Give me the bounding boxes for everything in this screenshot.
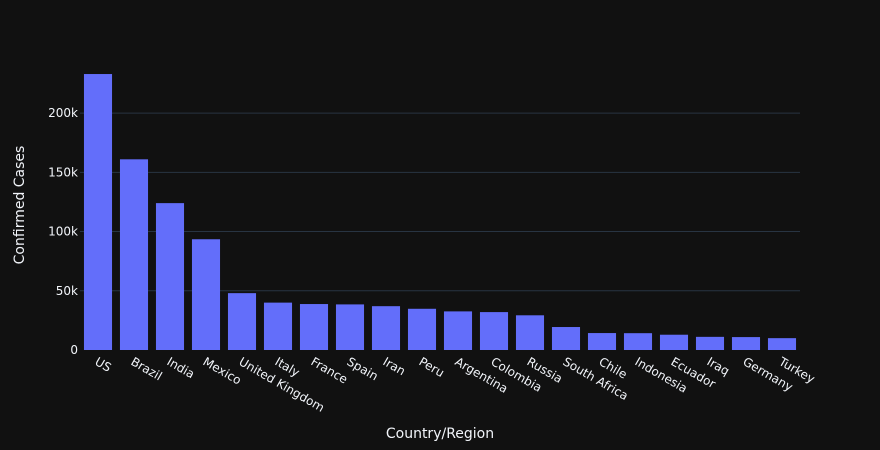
x-tick-label: Mexico xyxy=(201,354,244,387)
x-tick-label: Brazil xyxy=(129,354,165,383)
x-tick-label: Peru xyxy=(417,354,447,379)
bar-us[interactable] xyxy=(83,74,113,350)
x-tick-label: US xyxy=(93,354,114,374)
y-tick-label: 150k xyxy=(48,165,78,179)
bar-united-kingdom[interactable] xyxy=(227,293,257,350)
bar-iran[interactable] xyxy=(371,306,401,350)
bar-indonesia[interactable] xyxy=(623,333,653,350)
y-tick-label: 50k xyxy=(56,284,78,298)
bar-chile[interactable] xyxy=(587,333,617,350)
bar-peru[interactable] xyxy=(407,308,437,350)
grid-lines xyxy=(80,112,800,292)
y-tick-label: 200k xyxy=(48,106,78,120)
bar-ecuador[interactable] xyxy=(659,334,689,350)
bar-brazil[interactable] xyxy=(119,159,149,350)
bar-mexico[interactable] xyxy=(191,239,221,350)
bars xyxy=(83,74,797,350)
bar-india[interactable] xyxy=(155,203,185,350)
y-tick-label: 100k xyxy=(48,225,78,239)
bar-argentina[interactable] xyxy=(443,311,473,350)
y-tick-labels: 0 50k 100k 150k 200k xyxy=(48,106,78,357)
bar-iraq[interactable] xyxy=(695,336,725,350)
y-axis-title: Confirmed Cases xyxy=(12,146,28,265)
bar-turkey[interactable] xyxy=(767,338,797,350)
x-tick-label: Spain xyxy=(345,354,381,383)
x-tick-label: Iran xyxy=(381,354,408,378)
bar-colombia[interactable] xyxy=(479,312,509,350)
x-axis-title: Country/Region xyxy=(386,426,494,442)
bar-south-africa[interactable] xyxy=(551,327,581,350)
bar-spain[interactable] xyxy=(335,304,365,350)
bar-italy[interactable] xyxy=(263,302,293,350)
bar-france[interactable] xyxy=(299,304,329,350)
x-tick-label: France xyxy=(309,354,351,386)
bar-germany[interactable] xyxy=(731,337,761,350)
bar-russia[interactable] xyxy=(515,315,545,350)
y-tick-label: 0 xyxy=(70,343,78,357)
x-tick-label: India xyxy=(165,354,198,381)
